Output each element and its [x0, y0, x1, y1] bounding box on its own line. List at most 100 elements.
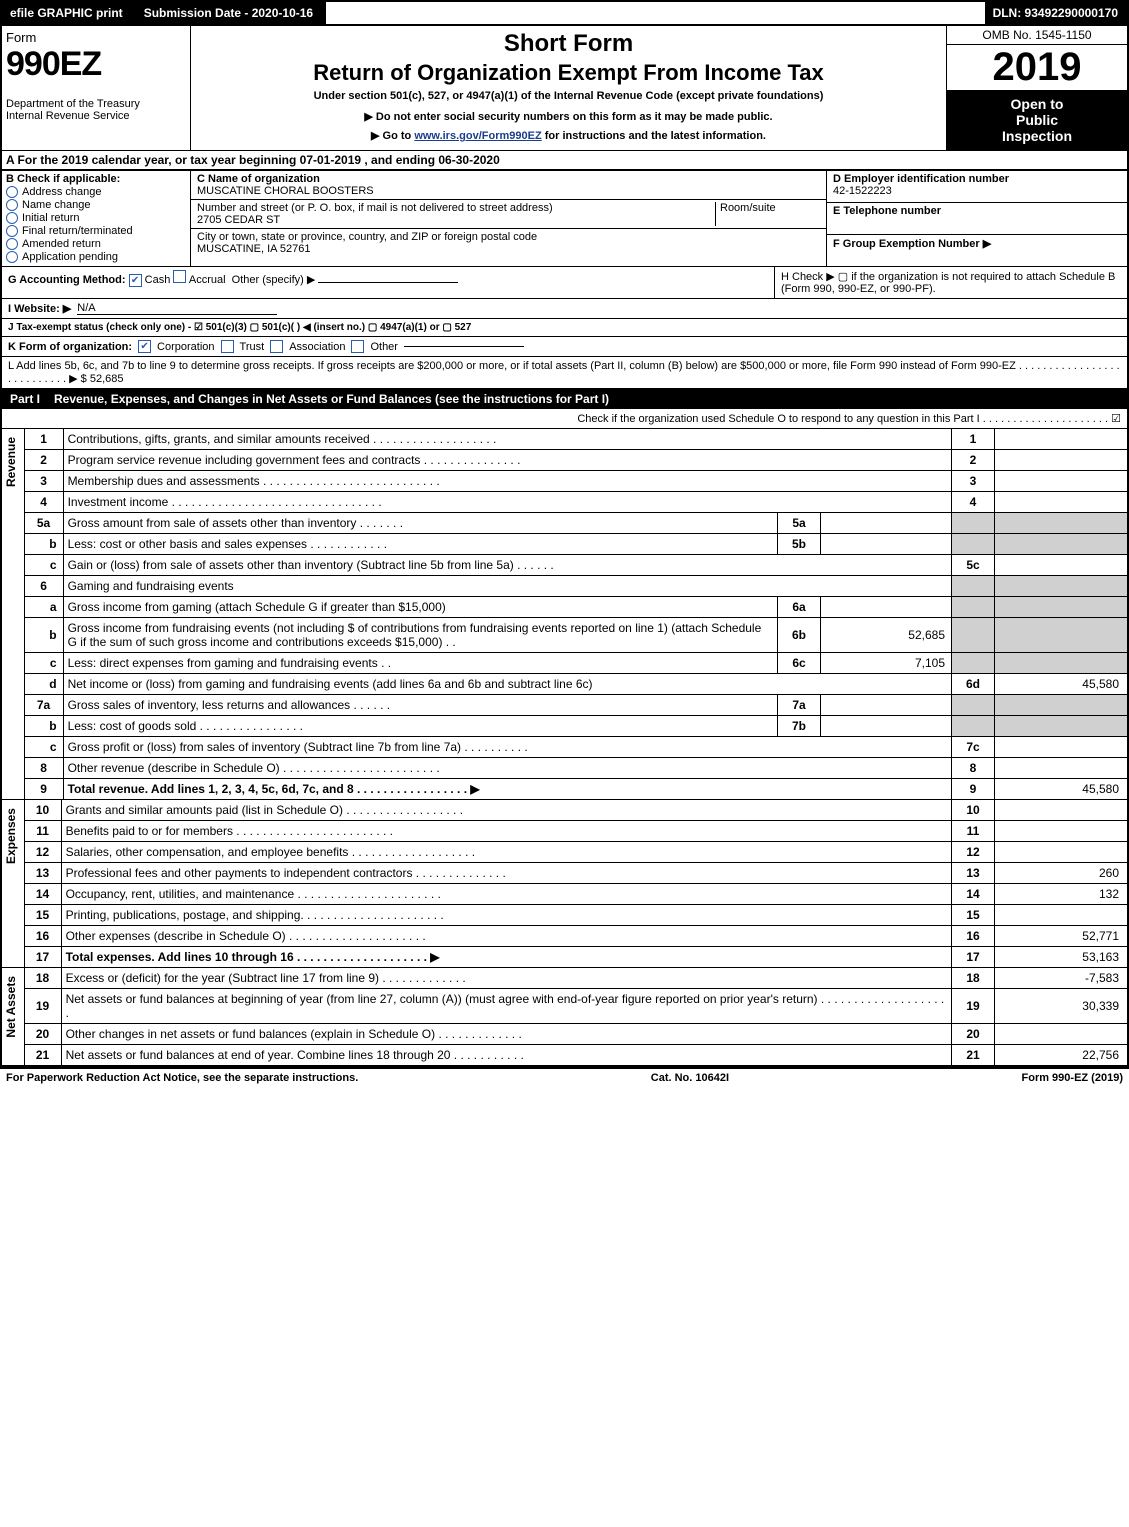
schedule-o-check-text: Check if the organization used Schedule … — [577, 412, 1121, 425]
result-value — [995, 471, 1129, 492]
line-desc: Investment income . . . . . . . . . . . … — [63, 492, 951, 513]
ein-label: D Employer identification number — [833, 173, 1009, 185]
corp-checkbox — [138, 340, 151, 353]
info-block: B Check if applicable: Address change Na… — [0, 171, 1129, 267]
goto-prefix: ▶ Go to — [371, 130, 414, 142]
line-desc: Other revenue (describe in Schedule O) .… — [63, 758, 951, 779]
line-number: 15 — [25, 905, 62, 926]
line-desc: Excess or (deficit) for the year (Subtra… — [61, 968, 951, 989]
result-value — [995, 800, 1129, 821]
result-value: -7,583 — [995, 968, 1129, 989]
street-row: Number and street (or P. O. box, if mail… — [191, 200, 826, 229]
table-row: 6Gaming and fundraising events — [25, 576, 1128, 597]
line-number: a — [25, 597, 64, 618]
table-row: cGain or (loss) from sale of assets othe… — [25, 555, 1128, 576]
other-label: Other (specify) ▶ — [232, 274, 316, 286]
result-number: 10 — [952, 800, 995, 821]
line-desc: Occupancy, rent, utilities, and maintena… — [61, 884, 951, 905]
ssn-notice: ▶ Do not enter social security numbers o… — [199, 110, 938, 123]
footer-mid: Cat. No. 10642I — [651, 1072, 729, 1084]
shaded-cell — [995, 576, 1129, 597]
table-row: 9Total revenue. Add lines 1, 2, 3, 4, 5c… — [25, 779, 1128, 800]
net-assets-section: Net Assets 18Excess or (deficit) for the… — [0, 968, 1129, 1068]
part-1-header: Part I Revenue, Expenses, and Changes in… — [0, 389, 1129, 409]
line-number: 16 — [25, 926, 62, 947]
assoc-label: Association — [289, 341, 345, 353]
shaded-cell — [995, 513, 1129, 534]
irs-link[interactable]: www.irs.gov/Form990EZ — [414, 130, 541, 142]
expenses-label-text: Expenses — [2, 800, 20, 872]
result-value — [995, 737, 1129, 758]
cash-label: Cash — [145, 274, 171, 286]
result-number: 14 — [952, 884, 995, 905]
table-row: 7aGross sales of inventory, less returns… — [25, 695, 1128, 716]
line-number: 5a — [25, 513, 64, 534]
open-line-1: Open to — [949, 96, 1125, 112]
line-desc: Gain or (loss) from sale of assets other… — [63, 555, 951, 576]
short-form-title: Short Form — [199, 30, 938, 58]
mini-value — [821, 695, 952, 716]
section-def: D Employer identification number 42-1522… — [826, 171, 1127, 266]
shaded-cell — [952, 513, 995, 534]
g-label: G Accounting Method: — [8, 274, 126, 286]
part-1-title: Revenue, Expenses, and Changes in Net As… — [54, 392, 609, 406]
room-label: Room/suite — [720, 202, 776, 214]
footer-left: For Paperwork Reduction Act Notice, see … — [6, 1072, 358, 1084]
goto-line: ▶ Go to www.irs.gov/Form990EZ for instru… — [199, 129, 938, 142]
line-desc: Benefits paid to or for members . . . . … — [61, 821, 951, 842]
revenue-table: 1Contributions, gifts, grants, and simil… — [25, 429, 1129, 800]
net-assets-side-label: Net Assets — [2, 968, 25, 1066]
other-specify-line — [318, 282, 458, 283]
line-number: d — [25, 674, 64, 695]
shaded-cell — [952, 653, 995, 674]
result-number: 13 — [952, 863, 995, 884]
footer-right: Form 990-EZ (2019) — [1022, 1072, 1123, 1084]
check-label: Amended return — [22, 238, 101, 250]
section-b: B Check if applicable: Address change Na… — [2, 171, 191, 266]
header-left: Form 990EZ Department of the Treasury In… — [2, 26, 191, 150]
line-desc: Gross income from fundraising events (no… — [63, 618, 777, 653]
line-desc: Gross sales of inventory, less returns a… — [63, 695, 777, 716]
mini-number: 7a — [778, 695, 821, 716]
line-number: b — [25, 534, 64, 555]
table-row: aGross income from gaming (attach Schedu… — [25, 597, 1128, 618]
result-number: 12 — [952, 842, 995, 863]
table-row: 2Program service revenue including gover… — [25, 450, 1128, 471]
line-number: 11 — [25, 821, 62, 842]
line-desc: Net assets or fund balances at end of ye… — [61, 1045, 951, 1066]
circle-icon — [6, 199, 18, 211]
top-bar: efile GRAPHIC print Submission Date - 20… — [0, 0, 1129, 26]
table-row: bGross income from fundraising events (n… — [25, 618, 1128, 653]
table-row: 5aGross amount from sale of assets other… — [25, 513, 1128, 534]
line-desc: Grants and similar amounts paid (list in… — [61, 800, 951, 821]
table-row: 10Grants and similar amounts paid (list … — [25, 800, 1128, 821]
line-desc: Total expenses. Add lines 10 through 16 … — [61, 947, 951, 968]
street-address: 2705 CEDAR ST — [197, 214, 280, 226]
shaded-cell — [952, 597, 995, 618]
line-number: 13 — [25, 863, 62, 884]
ein-value: 42-1522223 — [833, 185, 892, 197]
line-desc: Net income or (loss) from gaming and fun… — [63, 674, 951, 695]
shaded-cell — [995, 653, 1129, 674]
line-desc: Gross amount from sale of assets other t… — [63, 513, 777, 534]
table-row: bLess: cost or other basis and sales exp… — [25, 534, 1128, 555]
omb-number: OMB No. 1545-1150 — [947, 26, 1127, 45]
open-to-public-box: Open to Public Inspection — [947, 90, 1127, 150]
table-row: 1Contributions, gifts, grants, and simil… — [25, 429, 1128, 450]
result-value: 260 — [995, 863, 1129, 884]
line-number: 17 — [25, 947, 62, 968]
line-number: 2 — [25, 450, 64, 471]
result-value — [995, 492, 1129, 513]
table-row: 12Salaries, other compensation, and empl… — [25, 842, 1128, 863]
shaded-cell — [995, 597, 1129, 618]
result-number: 16 — [952, 926, 995, 947]
mini-value — [821, 534, 952, 555]
shaded-cell — [995, 534, 1129, 555]
department-label: Department of the Treasury Internal Reve… — [6, 98, 186, 122]
revenue-side-label: Revenue — [2, 429, 25, 800]
line-desc: Membership dues and assessments . . . . … — [63, 471, 951, 492]
result-number: 3 — [952, 471, 995, 492]
c-name-label: C Name of organization — [197, 173, 320, 185]
other-k-line — [404, 346, 524, 347]
result-number: 21 — [952, 1045, 995, 1066]
